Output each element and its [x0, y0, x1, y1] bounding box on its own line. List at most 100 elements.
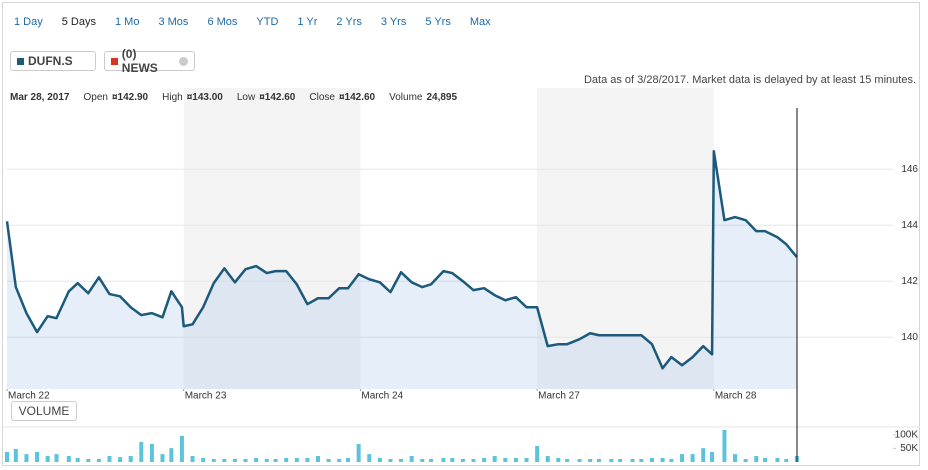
volume-bar	[5, 451, 9, 462]
volume-bar	[596, 459, 601, 462]
volume-bar	[460, 459, 465, 462]
range-button[interactable]: 3 Yrs	[380, 16, 407, 28]
volume-bar	[294, 457, 299, 462]
volume-title: VOLUME	[18, 404, 70, 418]
range-button[interactable]: 6 Mos	[207, 16, 238, 28]
quote-row: Mar 28, 2017 Open ¤142.90 High ¤143.00 Low ¤14…	[10, 92, 467, 103]
symbol-label: DUFN.S	[28, 54, 73, 68]
volume-bar	[13, 448, 18, 462]
volume-bar	[254, 457, 259, 462]
range-button[interactable]: 5 Days	[61, 16, 96, 28]
volume-bar	[609, 459, 614, 462]
range-toolbar: 1 Day 5 Days 1 Mo 3 Mos 6 Mos YTD 1 Yr 2 Yrs 3 Y…	[14, 16, 491, 28]
volume-bar	[409, 456, 414, 462]
news-button[interactable]: (0) NEWS	[104, 47, 195, 75]
x-tick-label: March 27	[538, 391, 580, 402]
volume-bar	[160, 454, 165, 462]
volume-bar	[66, 456, 71, 462]
frame	[2, 2, 920, 466]
volume-bar	[743, 459, 748, 462]
quote-value: ¤142.90	[111, 92, 149, 103]
volume-bar	[754, 456, 759, 462]
volume-bar	[399, 459, 404, 462]
volume-bar	[680, 454, 685, 462]
range-button[interactable]: YTD	[256, 16, 279, 28]
volume-bar	[128, 456, 133, 462]
quote-value: ¤142.60	[338, 92, 376, 103]
range-button[interactable]: 3 Mos	[158, 16, 189, 28]
volume-bar	[45, 456, 50, 462]
volume-bar	[733, 454, 738, 462]
volume-bar	[513, 457, 518, 462]
volume-bar	[201, 457, 206, 462]
volume-bar	[107, 456, 112, 462]
volume-bar	[264, 459, 269, 462]
volume-bar	[429, 459, 434, 462]
volume-bar	[618, 459, 623, 462]
y-tick-label: 100K	[895, 429, 919, 440]
close-icon[interactable]	[179, 56, 188, 66]
volume-bar	[690, 454, 695, 462]
volume-bar	[420, 459, 425, 462]
range-button[interactable]: Max	[469, 16, 491, 28]
quote-value: 24,895	[426, 92, 458, 103]
volume-bar	[54, 454, 59, 462]
volume-bar	[326, 459, 331, 462]
quote-value: ¤143.00	[186, 92, 223, 103]
volume-bar	[346, 457, 351, 462]
volume-bar	[775, 457, 780, 462]
volume-bar	[492, 456, 497, 462]
volume-bar	[649, 457, 654, 462]
volume-bar	[179, 435, 184, 462]
volume-bar	[639, 459, 644, 462]
volume-bar	[524, 457, 529, 462]
volume-bar	[35, 451, 40, 462]
range-button[interactable]: 2 Yrs	[336, 16, 362, 28]
symbol-button[interactable]: DUFN.S	[10, 51, 96, 71]
volume-bar	[316, 456, 321, 462]
range-button[interactable]: 1 Mo	[115, 16, 140, 28]
x-tick-label: March 24	[361, 391, 403, 402]
day-band	[183, 88, 361, 389]
y-tick-label: 146	[901, 164, 918, 175]
volume-bar	[24, 454, 29, 462]
volume-button[interactable]: VOLUME	[11, 401, 77, 421]
volume-bar	[588, 459, 593, 462]
quote-label: Volume	[389, 92, 423, 103]
volume-bar	[211, 459, 216, 462]
news-swatch	[111, 57, 118, 65]
volume-bar	[273, 459, 278, 462]
volume-bar	[701, 448, 706, 462]
volume-bar	[482, 457, 487, 462]
volume-bar	[545, 456, 550, 462]
volume-bar	[118, 457, 123, 462]
range-button[interactable]: 5 Yrs	[425, 16, 451, 28]
volume-bar	[450, 457, 455, 462]
volume-bar	[86, 459, 91, 462]
volume-bar	[503, 457, 508, 462]
volume-bar	[356, 444, 361, 462]
range-button[interactable]: 1 Day	[14, 16, 43, 28]
volume-bar	[565, 459, 570, 462]
quote-label: High	[162, 92, 183, 103]
volume-bar	[232, 459, 237, 462]
volume-bar	[222, 459, 227, 462]
day-band	[537, 88, 714, 389]
range-button[interactable]: 1 Yr	[297, 16, 318, 28]
volume-bar	[169, 448, 174, 462]
volume-bar	[669, 459, 674, 462]
quote-label: Close	[309, 92, 335, 103]
volume-bar	[284, 457, 289, 462]
volume-bar	[367, 454, 372, 462]
volume-bar	[630, 459, 635, 462]
volume-bar	[377, 457, 382, 462]
news-label: (0) NEWS	[121, 47, 158, 75]
volume-bar	[710, 451, 715, 462]
volume-bar	[784, 459, 789, 462]
price-line	[5, 150, 798, 370]
volume-bar	[96, 459, 101, 462]
x-tick-label: March 23	[185, 391, 227, 402]
volume-bar	[75, 457, 80, 462]
